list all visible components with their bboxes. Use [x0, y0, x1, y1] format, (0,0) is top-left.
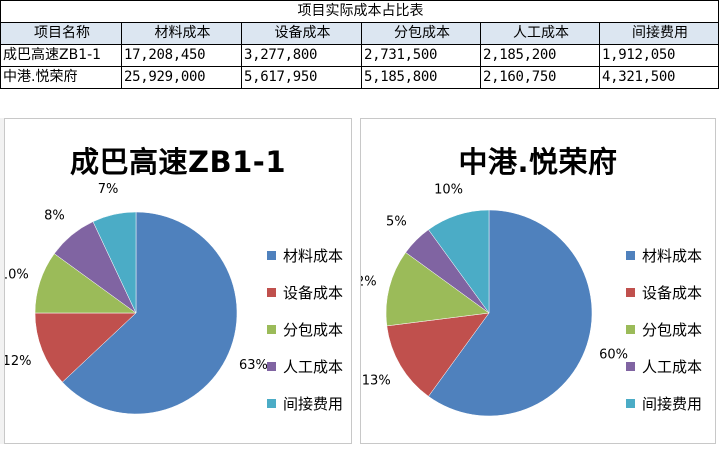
- data-label: 10%: [5, 267, 29, 282]
- legend-item: 人工成本: [626, 348, 702, 385]
- legend-swatch: [626, 399, 635, 408]
- legend-swatch: [267, 399, 276, 408]
- pie-chart-panel[interactable]: 成巴高速ZB1-1 63% 12% 10% 8% 7% 材料成本设备成本分包成本人工成本…: [4, 118, 352, 444]
- pie-slice-2[interactable]: [386, 312, 490, 397]
- legend-item: 材料成本: [267, 237, 343, 274]
- legend-item: 设备成本: [626, 274, 702, 311]
- chart-legend: 材料成本设备成本分包成本人工成本间接费用: [626, 237, 702, 422]
- table-cell: 5,185,800: [361, 66, 481, 89]
- data-label: 7%: [98, 182, 119, 197]
- legend-label: 设备成本: [283, 284, 344, 302]
- pie-slice-5[interactable]: [92, 211, 137, 314]
- legend-label: 间接费用: [283, 395, 344, 413]
- table-header-row: 项目名称 材料成本 设备成本 分包成本 人工成本 间接费用: [0, 22, 719, 45]
- data-label: 12%: [5, 354, 31, 369]
- table-cell: 2,160,750: [480, 66, 600, 89]
- data-label: 5%: [386, 214, 407, 229]
- pie-chart-panel[interactable]: 中港.悦荣府 60% 13% 12% 5% 10% 材料成本设备成本分包成本人工成本间接…: [360, 118, 716, 444]
- data-label: 60%: [599, 347, 628, 362]
- table-cell: 成巴高速ZB1-1: [0, 44, 122, 67]
- data-label: 13%: [362, 374, 391, 389]
- table-cell: 1,912,050: [599, 44, 719, 67]
- cost-table: 项目实际成本占比表 项目名称 材料成本 设备成本 分包成本 人工成本 间接费用 …: [0, 0, 719, 89]
- table-cell: 5,617,950: [241, 66, 362, 89]
- legend-swatch: [267, 288, 276, 297]
- legend-swatch: [267, 251, 276, 260]
- legend-label: 间接费用: [642, 395, 703, 413]
- pie-slice-1[interactable]: [428, 209, 593, 417]
- table-cell: 3,277,800: [241, 44, 362, 67]
- legend-item: 分包成本: [626, 311, 702, 348]
- header-cell: 分包成本: [361, 22, 481, 45]
- chart-title: 成巴高速ZB1-1: [69, 145, 287, 179]
- pie-chart-svg: 60% 13% 12% 5% 10%: [361, 182, 628, 417]
- data-label: 10%: [434, 182, 463, 197]
- header-cell: 间接费用: [599, 22, 719, 45]
- legend-item: 材料成本: [626, 237, 702, 274]
- header-cell: 人工成本: [480, 22, 600, 45]
- legend-label: 分包成本: [642, 321, 703, 339]
- legend-item: 人工成本: [267, 348, 343, 385]
- pie-slice-5[interactable]: [428, 209, 490, 314]
- table-cell: 2,731,500: [361, 44, 481, 67]
- header-cell: 材料成本: [121, 22, 242, 45]
- legend-swatch: [626, 288, 635, 297]
- legend-swatch: [626, 251, 635, 260]
- table-cell: 17,208,450: [121, 44, 242, 67]
- legend-label: 分包成本: [283, 321, 344, 339]
- legend-item: 间接费用: [267, 385, 343, 422]
- table-cell: 4,321,500: [599, 66, 719, 89]
- chart-title: 中港.悦荣府: [458, 145, 618, 179]
- legend-swatch: [626, 325, 635, 334]
- table-cell: 中港.悦荣府: [0, 66, 122, 89]
- table-cell: 2,185,200: [480, 44, 600, 67]
- legend-label: 设备成本: [642, 284, 703, 302]
- legend-label: 材料成本: [283, 247, 344, 265]
- legend-item: 间接费用: [626, 385, 702, 422]
- data-label: 63%: [239, 358, 268, 373]
- legend-label: 人工成本: [642, 358, 703, 376]
- header-cell: 项目名称: [0, 22, 122, 45]
- pie-slice-1[interactable]: [62, 211, 238, 415]
- legend-swatch: [267, 362, 276, 371]
- data-label: 12%: [361, 274, 377, 289]
- chart-legend: 材料成本设备成本分包成本人工成本间接费用: [267, 237, 343, 422]
- pie-slice-2[interactable]: [34, 312, 137, 383]
- legend-item: 设备成本: [267, 274, 343, 311]
- header-cell: 设备成本: [241, 22, 362, 45]
- pie-slice-3[interactable]: [385, 252, 490, 327]
- table-row: 中港.悦荣府 25,929,000 5,617,950 5,185,800 2,…: [0, 66, 719, 89]
- legend-swatch: [267, 325, 276, 334]
- sheet-gap: [0, 118, 4, 444]
- legend-label: 材料成本: [642, 247, 703, 265]
- table-row: 成巴高速ZB1-1 17,208,450 3,277,800 2,731,500…: [0, 44, 719, 67]
- legend-label: 人工成本: [283, 358, 344, 376]
- pie-chart-svg: 63% 12% 10% 8% 7%: [5, 182, 268, 415]
- data-label: 8%: [44, 208, 65, 223]
- table-title: 项目实际成本占比表: [0, 0, 719, 23]
- table-cell: 25,929,000: [121, 66, 242, 89]
- legend-swatch: [626, 362, 635, 371]
- legend-item: 分包成本: [267, 311, 343, 348]
